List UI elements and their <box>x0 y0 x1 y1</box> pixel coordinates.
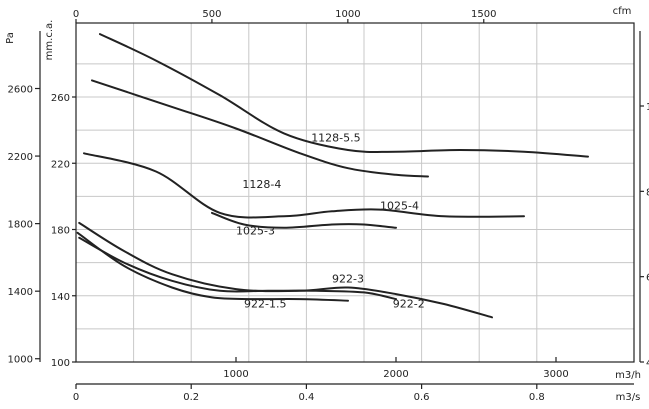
tick-label-right: 8 <box>646 187 649 198</box>
tick-label-pa: 1000 <box>8 355 33 366</box>
tick-label-pa: 1400 <box>8 287 33 298</box>
tick-label-m3s: 0.4 <box>298 392 314 403</box>
tick-label-mmca: 100 <box>51 358 70 369</box>
tick-label-m3s: 0.6 <box>414 392 430 403</box>
curve-label-922-2: 922-2 <box>393 297 425 310</box>
tick-label-mmca: 260 <box>51 93 70 104</box>
tick-label-right: 6 <box>646 273 649 284</box>
curve-label-1128-4: 1128-4 <box>242 178 281 191</box>
tick-label-mmca: 180 <box>51 226 70 237</box>
curve-label-1128-5-5: 1128-5.5 <box>311 132 360 145</box>
tick-label-right: 4 <box>646 358 649 369</box>
series-line-1025-3 <box>211 211 397 229</box>
grid <box>76 23 634 362</box>
unit-label-pa: Pa <box>5 32 16 44</box>
tick-label-cfm: 0 <box>73 9 79 20</box>
curve-label-922-3: 922-3 <box>332 273 364 286</box>
tick-label-m3h: 3000 <box>543 369 568 380</box>
curve-labels: 1128-5.5 1128-4 1025-4 1025-3 922-3 922-2 922-… <box>236 132 425 311</box>
series-line-1025-4 <box>83 152 525 219</box>
unit-label-cfm: cfm <box>613 6 632 17</box>
tick-label-m3s: 0 <box>73 392 79 403</box>
tick-label-mmca: 140 <box>51 292 70 303</box>
tick-label-cfm: 1500 <box>471 9 496 20</box>
curve-label-922-1-5: 922-1.5 <box>244 297 286 310</box>
tick-label-cfm: 500 <box>202 9 221 20</box>
tick-label-mmca: 220 <box>51 159 70 170</box>
series-line-1128-5-5 <box>99 33 589 158</box>
series-line-1128-4 <box>91 79 429 178</box>
plot-frame <box>75 22 635 363</box>
tick-label-cfm: 1000 <box>335 9 360 20</box>
tick-label-pa: 1800 <box>8 220 33 231</box>
tick-label-m3s: 0.2 <box>183 392 199 403</box>
series-line-922-1-5 <box>76 231 349 302</box>
series-lines <box>76 33 589 319</box>
tick-label-pa: 2600 <box>8 85 33 96</box>
unit-label-mmca: mm.c.a. <box>44 20 55 61</box>
curve-label-1025-4: 1025-4 <box>380 200 419 213</box>
axis-ticks: 1000 2000 3000 0 0.2 0.4 0.6 0.8 0 500 1000 1500 100… <box>8 9 649 403</box>
tick-label-m3h: 2000 <box>383 369 408 380</box>
tick-label-m3h: 1000 <box>223 369 248 380</box>
curve-label-1025-3: 1025-3 <box>236 224 275 237</box>
tick-label-pa: 2200 <box>8 152 33 163</box>
unit-label-m3h: m3/h <box>615 370 641 381</box>
unit-label-m3s: m3/s <box>616 392 641 403</box>
series-line-922-2 <box>78 236 397 301</box>
tick-label-right: 10 <box>646 102 649 113</box>
tick-label-m3s: 0.8 <box>529 392 545 403</box>
